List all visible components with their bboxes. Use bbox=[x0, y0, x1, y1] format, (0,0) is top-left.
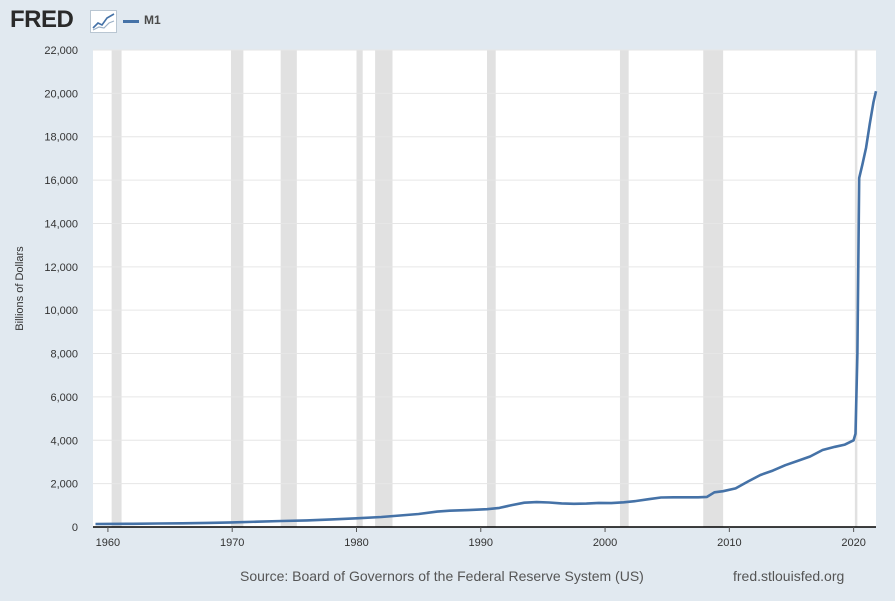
source-note: Source: Board of Governors of the Federa… bbox=[240, 568, 644, 584]
y-axis-title: Billions of Dollars bbox=[14, 246, 26, 331]
series-line-m1[interactable] bbox=[95, 90, 878, 526]
recession-band bbox=[230, 50, 244, 527]
x-tick-label: 1980 bbox=[344, 537, 368, 549]
y-tick-label: 0 bbox=[72, 522, 78, 534]
line-chart-icon bbox=[90, 10, 117, 33]
fred-logo[interactable]: FRED bbox=[10, 6, 74, 33]
y-tick-label: 22,000 bbox=[44, 45, 78, 57]
legend-label-m1: M1 bbox=[144, 13, 161, 27]
legend-swatch bbox=[123, 20, 139, 23]
x-tick-label: 2000 bbox=[593, 537, 617, 549]
x-tick-label: 2010 bbox=[717, 537, 741, 549]
y-tick-label: 4,000 bbox=[50, 435, 78, 447]
y-tick-label: 14,000 bbox=[44, 218, 78, 230]
x-tick-label: 2020 bbox=[841, 537, 865, 549]
recession-band bbox=[375, 50, 393, 527]
y-tick-label: 2,000 bbox=[50, 479, 78, 491]
x-tick-label: 1970 bbox=[220, 537, 244, 549]
x-tick-label: 1990 bbox=[469, 537, 493, 549]
fred-url-link[interactable]: fred.stlouisfed.org bbox=[733, 568, 845, 584]
y-tick-label: 20,000 bbox=[44, 88, 78, 100]
recession-band bbox=[703, 50, 724, 527]
x-tick-label: 1960 bbox=[96, 537, 120, 549]
y-tick-label: 8,000 bbox=[50, 349, 78, 361]
recession-band bbox=[280, 50, 297, 527]
recession-band bbox=[854, 50, 858, 527]
y-tick-label: 10,000 bbox=[44, 305, 78, 317]
recession-band bbox=[356, 50, 363, 527]
recession-band bbox=[619, 50, 629, 527]
y-tick-label: 16,000 bbox=[44, 175, 78, 187]
y-tick-label: 18,000 bbox=[44, 132, 78, 144]
y-tick-label: 12,000 bbox=[44, 262, 78, 274]
recession-band bbox=[111, 50, 122, 527]
chart-header: FRED M1 bbox=[0, 0, 895, 42]
y-tick-label: 6,000 bbox=[50, 392, 78, 404]
recession-band bbox=[486, 50, 496, 527]
plot-area bbox=[93, 50, 876, 527]
